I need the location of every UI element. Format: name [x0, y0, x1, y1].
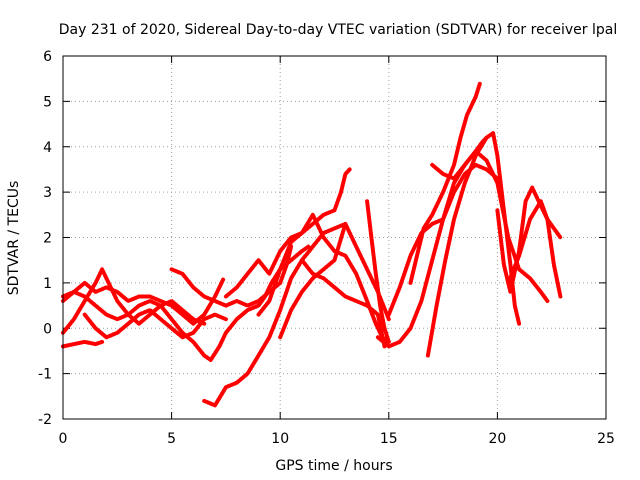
data-series-18	[495, 185, 563, 294]
data-series-6	[169, 244, 294, 308]
grid-lines	[63, 56, 606, 419]
chart-title: Day 231 of 2020, Sidereal Day-to-day VTE…	[59, 22, 617, 38]
data-series-2	[61, 244, 311, 362]
x-tick-label: 20	[488, 431, 506, 447]
y-tick-label: -1	[38, 367, 52, 383]
data-series-15	[408, 81, 482, 285]
data-series-1	[61, 339, 105, 349]
y-tick-labels: -2 -1 0 1 2 3 4 5 6	[38, 49, 52, 428]
data-series-16	[425, 131, 522, 358]
y-tick-label: 1	[43, 276, 52, 292]
data-series-11	[299, 258, 387, 349]
x-tick-label: 10	[271, 431, 289, 447]
data-series-4	[61, 276, 226, 326]
data-series-17	[430, 149, 550, 303]
data-series-8	[223, 167, 352, 299]
x-tick-label: 5	[167, 431, 176, 447]
data-series-19	[506, 199, 563, 299]
y-tick-label: 4	[43, 140, 52, 156]
data-series-5	[82, 308, 228, 340]
data-series-7	[202, 221, 348, 408]
y-tick-label: 3	[43, 185, 52, 201]
x-tick-label: 25	[597, 431, 615, 447]
y-tick-label: 2	[43, 231, 52, 247]
plot-frame	[62, 55, 607, 420]
data-series-12	[365, 199, 391, 344]
y-tick-label: 6	[43, 49, 52, 65]
data-series-3	[61, 267, 207, 335]
y-tick-label: 0	[43, 321, 52, 337]
y-tick-label: 5	[43, 94, 52, 110]
data-series-9	[256, 212, 391, 344]
data-series-group	[61, 81, 563, 408]
y-tick-label: -2	[38, 412, 52, 428]
x-tick-label: 15	[380, 431, 398, 447]
data-series-10	[278, 221, 391, 340]
y-axis-label: SDTVAR / TECUs	[6, 181, 22, 296]
x-tick-label: 0	[59, 431, 68, 447]
x-tick-labels: 0 5 10 15 20 25	[59, 431, 615, 447]
data-series-14	[386, 162, 500, 317]
x-axis-label: GPS time / hours	[275, 458, 392, 474]
